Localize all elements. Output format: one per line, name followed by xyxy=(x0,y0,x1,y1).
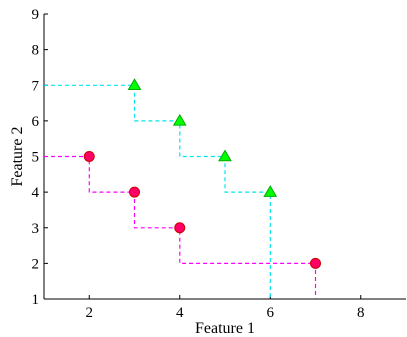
staircase-group xyxy=(44,84,317,299)
staircase-line-1 xyxy=(44,155,317,299)
y-tick-label: 3 xyxy=(32,221,40,237)
y-tick-label: 8 xyxy=(32,43,40,59)
y-tick-label: 9 xyxy=(32,7,40,23)
tick-group: 2 4 6 8 1 2 3 4 5 6 7 8 9 xyxy=(32,7,365,321)
y-tick-label: 1 xyxy=(32,292,40,308)
x-tick-label: 4 xyxy=(176,305,184,321)
plot-area: 2 4 6 8 1 2 3 4 5 6 7 8 9 xyxy=(32,7,406,321)
triangle-marker xyxy=(218,149,232,162)
circle-marker xyxy=(174,222,186,234)
x-axis-label: Feature 1 xyxy=(195,320,255,337)
y-tick-label: 5 xyxy=(32,150,40,166)
triangle-marker xyxy=(263,185,278,197)
triangle-marker xyxy=(172,113,187,126)
triangle-marker xyxy=(127,78,142,90)
circle-marker xyxy=(83,151,95,162)
circle-marker xyxy=(310,257,321,269)
y-tick-label: 2 xyxy=(32,256,40,272)
staircase-line-0 xyxy=(44,84,271,299)
y-axis-label: Feature 2 xyxy=(9,127,26,187)
x-tick-label: 8 xyxy=(357,305,365,321)
x-tick-label: 2 xyxy=(86,305,94,321)
marker-group xyxy=(83,78,321,269)
y-tick-label: 4 xyxy=(32,185,40,201)
y-tick-label: 6 xyxy=(32,114,40,130)
y-tick-label: 7 xyxy=(32,78,40,94)
x-tick-label: 6 xyxy=(267,305,275,321)
circle-marker xyxy=(129,186,140,198)
